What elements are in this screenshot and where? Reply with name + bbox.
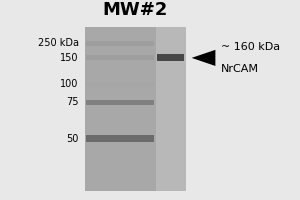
- Text: ~ 160 kDa: ~ 160 kDa: [221, 42, 280, 52]
- Text: 100: 100: [60, 79, 79, 89]
- Bar: [158, 54, 184, 61]
- Text: 250 kDa: 250 kDa: [38, 38, 79, 48]
- Bar: [86, 41, 154, 46]
- Text: 75: 75: [66, 97, 79, 107]
- Bar: [86, 135, 154, 142]
- Text: MW#2: MW#2: [103, 1, 168, 19]
- Bar: [86, 55, 154, 60]
- Text: 150: 150: [60, 53, 79, 63]
- Text: NrCAM: NrCAM: [221, 64, 259, 74]
- Polygon shape: [192, 50, 215, 66]
- Bar: [86, 100, 154, 105]
- Bar: [85, 27, 156, 191]
- Text: 50: 50: [66, 134, 79, 144]
- Bar: [86, 82, 154, 87]
- Bar: [156, 27, 186, 191]
